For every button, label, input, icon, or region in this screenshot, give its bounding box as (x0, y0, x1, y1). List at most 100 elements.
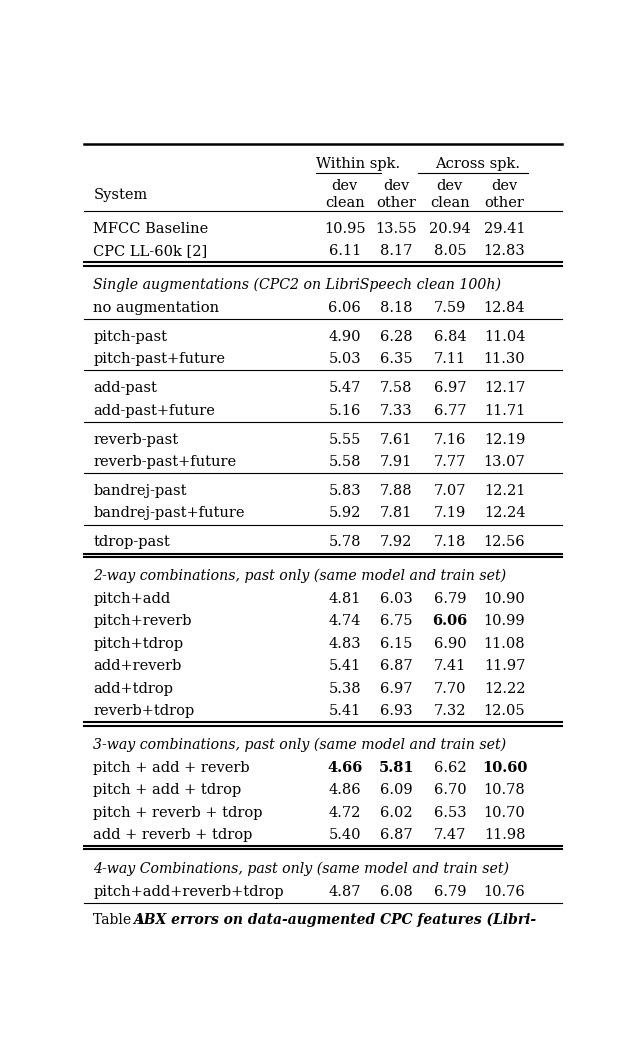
Text: 6.62: 6.62 (433, 760, 466, 774)
Text: 6.02: 6.02 (380, 805, 413, 820)
Text: 10.90: 10.90 (484, 592, 525, 606)
Text: pitch-past: pitch-past (93, 330, 168, 344)
Text: 11.98: 11.98 (484, 828, 525, 842)
Text: 6.35: 6.35 (380, 353, 413, 366)
Text: pitch+add: pitch+add (93, 592, 171, 606)
Text: 10.95: 10.95 (324, 222, 365, 236)
Text: 5.92: 5.92 (329, 507, 361, 520)
Text: 10.70: 10.70 (484, 805, 525, 820)
Text: add-past: add-past (93, 381, 158, 395)
Text: 12.22: 12.22 (484, 682, 525, 696)
Text: 5.81: 5.81 (378, 760, 414, 774)
Text: pitch+reverb: pitch+reverb (93, 615, 192, 629)
Text: Within spk.: Within spk. (316, 157, 400, 171)
Text: 12.24: 12.24 (484, 507, 525, 520)
Text: 4.90: 4.90 (329, 330, 361, 344)
Text: Table 1:: Table 1: (93, 913, 154, 927)
Text: 6.70: 6.70 (433, 783, 466, 798)
Text: CPC LL-60k [2]: CPC LL-60k [2] (93, 244, 208, 258)
Text: 13.07: 13.07 (484, 455, 525, 469)
Text: 7.07: 7.07 (433, 484, 466, 498)
Text: 5.38: 5.38 (328, 682, 361, 696)
Text: pitch + reverb + tdrop: pitch + reverb + tdrop (93, 805, 263, 820)
Text: 6.93: 6.93 (380, 704, 413, 718)
Text: 7.77: 7.77 (433, 455, 466, 469)
Text: 4.87: 4.87 (329, 885, 361, 898)
Text: dev
other: dev other (376, 179, 416, 209)
Text: 6.03: 6.03 (380, 592, 413, 606)
Text: 5.41: 5.41 (329, 660, 361, 673)
Text: add + reverb + tdrop: add + reverb + tdrop (93, 828, 253, 842)
Text: tdrop-past: tdrop-past (93, 535, 170, 549)
Text: 6.08: 6.08 (380, 885, 413, 898)
Text: pitch+tdrop: pitch+tdrop (93, 637, 183, 651)
Text: 5.55: 5.55 (329, 432, 361, 447)
Text: MFCC Baseline: MFCC Baseline (93, 222, 209, 236)
Text: bandrej-past: bandrej-past (93, 484, 187, 498)
Text: 7.59: 7.59 (433, 301, 466, 314)
Text: 5.47: 5.47 (329, 381, 361, 395)
Text: 10.60: 10.60 (482, 760, 527, 774)
Text: 6.87: 6.87 (380, 828, 413, 842)
Text: 4.83: 4.83 (328, 637, 361, 651)
Text: 6.06: 6.06 (432, 615, 467, 629)
Text: reverb-past: reverb-past (93, 432, 178, 447)
Text: 7.16: 7.16 (433, 432, 466, 447)
Text: 7.32: 7.32 (433, 704, 466, 718)
Text: 6.97: 6.97 (380, 682, 413, 696)
Text: 20.94: 20.94 (429, 222, 471, 236)
Text: 5.41: 5.41 (329, 704, 361, 718)
Text: add-past+future: add-past+future (93, 404, 215, 417)
Text: 10.99: 10.99 (484, 615, 525, 629)
Text: pitch+add+reverb+tdrop: pitch+add+reverb+tdrop (93, 885, 284, 898)
Text: 4.86: 4.86 (328, 783, 361, 798)
Text: 7.91: 7.91 (380, 455, 412, 469)
Text: 12.19: 12.19 (484, 432, 525, 447)
Text: 5.83: 5.83 (328, 484, 361, 498)
Text: 12.56: 12.56 (484, 535, 525, 549)
Text: 4.66: 4.66 (327, 760, 362, 774)
Text: 29.41: 29.41 (484, 222, 525, 236)
Text: 5.58: 5.58 (329, 455, 361, 469)
Text: 6.97: 6.97 (433, 381, 466, 395)
Text: dev
other: dev other (484, 179, 524, 209)
Text: 7.70: 7.70 (433, 682, 466, 696)
Text: 7.11: 7.11 (434, 353, 466, 366)
Text: 11.97: 11.97 (484, 660, 525, 673)
Text: Single augmentations (CPC2 on LibriSpeech clean 100h): Single augmentations (CPC2 on LibriSpeec… (93, 277, 501, 292)
Text: 6.87: 6.87 (380, 660, 413, 673)
Text: 5.03: 5.03 (328, 353, 361, 366)
Text: 12.84: 12.84 (484, 301, 525, 314)
Text: 4.81: 4.81 (329, 592, 361, 606)
Text: dev
clean: dev clean (430, 179, 470, 209)
Text: reverb+tdrop: reverb+tdrop (93, 704, 195, 718)
Text: 7.33: 7.33 (380, 404, 413, 417)
Text: 7.61: 7.61 (380, 432, 412, 447)
Text: 2-way combinations, past only (same model and train set): 2-way combinations, past only (same mode… (93, 569, 507, 583)
Text: 11.08: 11.08 (484, 637, 525, 651)
Text: 7.88: 7.88 (380, 484, 413, 498)
Text: 10.78: 10.78 (484, 783, 525, 798)
Text: 6.06: 6.06 (328, 301, 361, 314)
Text: 6.11: 6.11 (329, 244, 361, 258)
Text: 7.41: 7.41 (433, 660, 466, 673)
Text: bandrej-past+future: bandrej-past+future (93, 507, 245, 520)
Text: 12.83: 12.83 (484, 244, 525, 258)
Text: 11.30: 11.30 (484, 353, 525, 366)
Text: 7.92: 7.92 (380, 535, 412, 549)
Text: 6.79: 6.79 (433, 592, 466, 606)
Text: 7.18: 7.18 (433, 535, 466, 549)
Text: 6.84: 6.84 (433, 330, 466, 344)
Text: 12.21: 12.21 (484, 484, 525, 498)
Text: 7.47: 7.47 (433, 828, 466, 842)
Text: Across spk.: Across spk. (435, 157, 520, 171)
Text: 8.18: 8.18 (380, 301, 413, 314)
Text: System: System (93, 188, 147, 202)
Text: pitch + add + reverb: pitch + add + reverb (93, 760, 250, 774)
Text: 5.40: 5.40 (329, 828, 361, 842)
Text: 8.05: 8.05 (433, 244, 466, 258)
Text: add+reverb: add+reverb (93, 660, 182, 673)
Text: 5.16: 5.16 (329, 404, 361, 417)
Text: 8.17: 8.17 (380, 244, 412, 258)
Text: 6.15: 6.15 (380, 637, 412, 651)
